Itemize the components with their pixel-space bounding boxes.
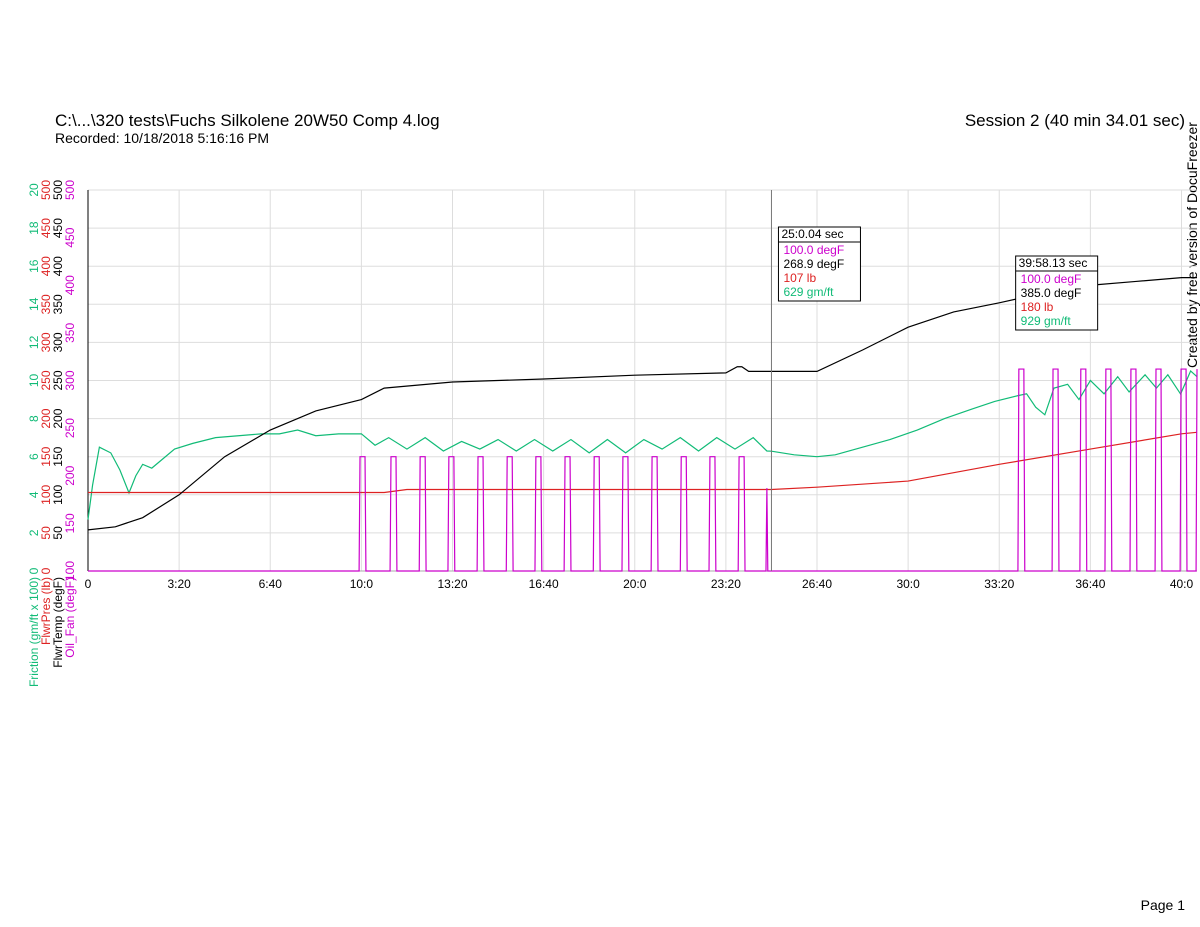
x-tick-label: 0 [85,577,92,591]
y-tick-label: 300 [51,332,65,352]
x-tick-label: 6:40 [259,577,283,591]
y-tick-label: 350 [51,294,65,314]
y-tick-label: 100 [51,484,65,504]
x-tick-label: 3:20 [167,577,191,591]
page-number: Page 1 [1141,897,1186,913]
y-tick-label: 300 [39,332,53,352]
readout-value: 107 lb [783,271,816,285]
y-tick-label: 500 [63,180,77,200]
y-tick-label: 500 [51,180,65,200]
readout-value: 268.9 degF [783,257,844,271]
y-tick-label: 18 [27,221,41,235]
file-title: C:\...\320 tests\Fuchs Silkolene 20W50 C… [55,111,440,130]
axis-title: FlwrTemp (degF) [51,577,65,668]
cursor-time: 39:58.13 sec [1019,256,1088,270]
readout-value: 100.0 degF [1021,272,1082,286]
x-tick-label: 26:40 [802,577,832,591]
y-tick-label: 250 [39,370,53,390]
y-tick-label: 400 [39,256,53,276]
series-line [87,369,1198,520]
x-tick-label: 30:0 [896,577,920,591]
y-tick-label: 0 [39,567,53,574]
watermark: Created by free version of DocuFreezer [1184,122,1200,368]
y-tick-label: 150 [51,446,65,466]
y-tick-label: 200 [63,465,77,485]
y-tick-label: 450 [51,218,65,238]
readout-box [777,226,861,302]
readout-value: 929 gm/ft [1021,314,1072,328]
x-tick-label: 36:40 [1075,577,1105,591]
y-tick-label: 200 [51,408,65,428]
y-tick-label: 350 [39,294,53,314]
cursor-time: 25:0.04 sec [781,227,843,241]
y-tick-label: 12 [27,335,41,349]
session-info: Session 2 (40 min 34.01 sec) [965,111,1185,130]
axis-title: FlwrPres (lb) [39,577,53,645]
axis-title: Friction (gm/ft x 100) [27,577,41,687]
y-tick-label: 450 [39,218,53,238]
y-tick-label: 20 [27,183,41,197]
x-tick-label: 10:0 [350,577,374,591]
y-tick-label: 0 [27,567,41,574]
y-tick-label: 16 [27,259,41,273]
y-tick-label: 4 [27,491,41,498]
y-tick-label: 450 [63,227,77,247]
series-line [88,368,1198,572]
x-tick-label: 20:0 [623,577,647,591]
readout-value: 180 lb [1021,300,1054,314]
x-tick-label: 23:20 [711,577,741,591]
readout-box [1015,255,1099,331]
x-tick-label: 16:40 [529,577,559,591]
y-tick-label: 2 [27,529,41,536]
y-tick-label: 50 [51,526,65,540]
y-tick-label: 400 [51,256,65,276]
readout-value: 629 gm/ft [783,285,834,299]
y-tick-label: 300 [63,370,77,390]
y-tick-label: 150 [39,446,53,466]
y-tick-label: 150 [63,513,77,533]
y-tick-label: 100 [63,561,77,581]
y-tick-label: 10 [27,374,41,388]
y-tick-label: 8 [27,415,41,422]
y-tick-label: 250 [63,418,77,438]
x-tick-label: 33:20 [984,577,1014,591]
axis-title: Oil_Fan (degF) [63,577,77,658]
x-tick-label: 13:20 [437,577,467,591]
y-tick-label: 400 [63,275,77,295]
y-tick-label: 6 [27,453,41,460]
x-tick-label: 40:0 [1170,577,1194,591]
y-tick-label: 500 [39,180,53,200]
readout-value: 385.0 degF [1021,286,1082,300]
y-tick-label: 350 [63,323,77,343]
y-tick-label: 100 [39,484,53,504]
y-tick-label: 200 [39,408,53,428]
y-tick-label: 50 [39,526,53,540]
y-tick-label: 14 [27,297,41,311]
y-tick-label: 250 [51,370,65,390]
readout-value: 100.0 degF [783,243,844,257]
recorded-date: Recorded: 10/18/2018 5:16:16 PM [55,130,269,146]
